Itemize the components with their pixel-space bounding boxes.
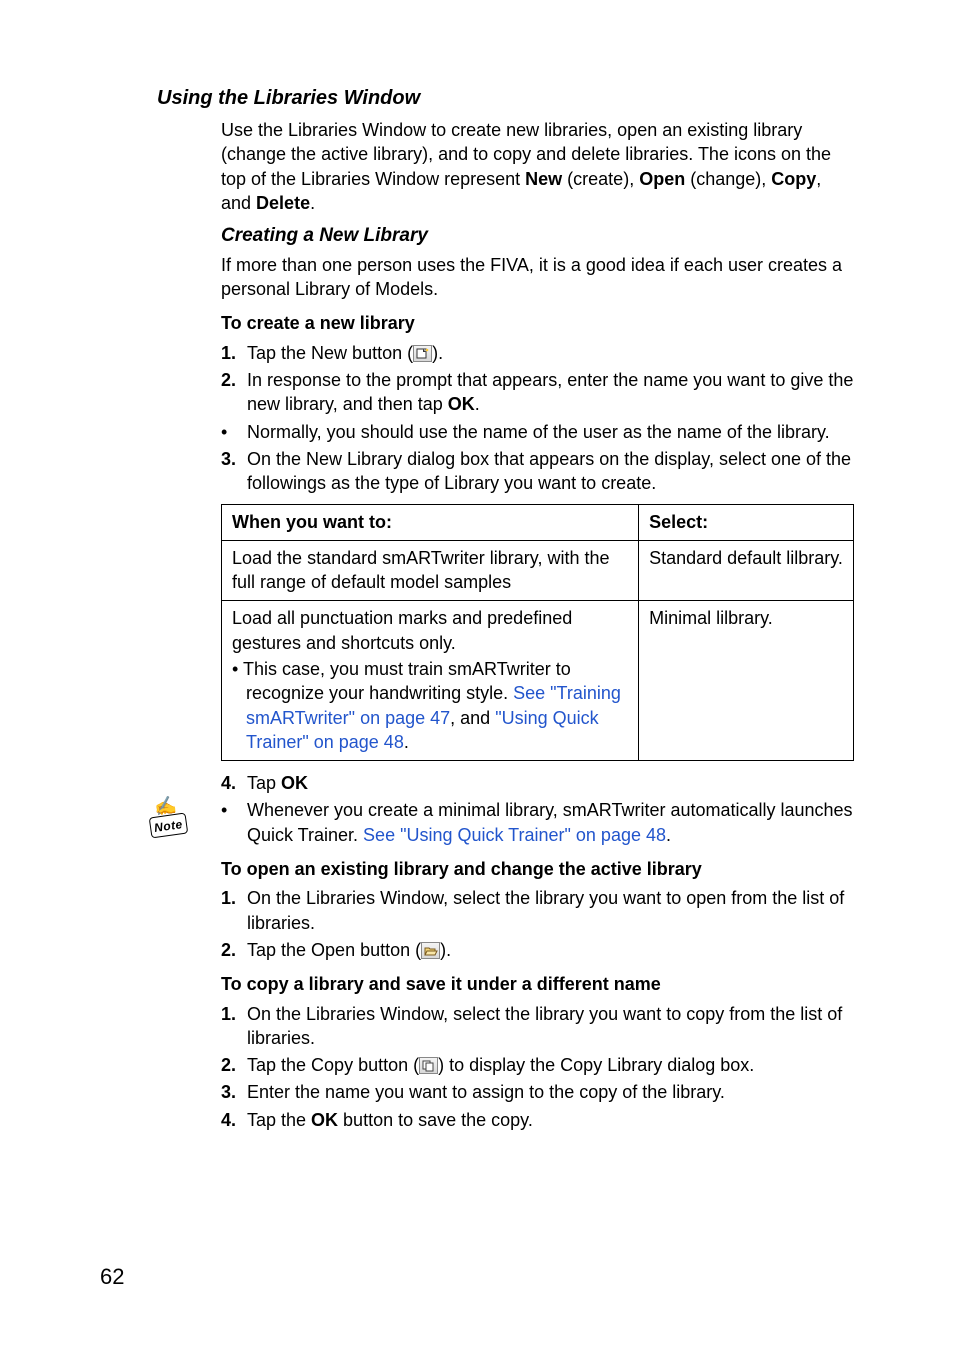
step-body: Tap the OK button to save the copy. xyxy=(247,1108,854,1132)
step-body: In response to the prompt that appears, … xyxy=(247,368,854,417)
list-item: • Whenever you create a minimal library,… xyxy=(221,798,854,847)
step-text: Tap the New button ( xyxy=(247,343,413,363)
step-text: ) to display the Copy Library dialog box… xyxy=(438,1055,754,1075)
bullet: • xyxy=(221,420,247,444)
step-number: 2. xyxy=(221,1053,247,1077)
list-item: 4. Tap the OK button to save the copy. xyxy=(221,1108,854,1132)
library-type-table: When you want to: Select: Load the stand… xyxy=(221,504,854,762)
heading-creating-library: Creating a New Library xyxy=(221,223,854,249)
step-text: Tap the Copy button ( xyxy=(247,1055,419,1075)
table-header: Select: xyxy=(639,504,854,540)
step-text: ). xyxy=(440,940,451,960)
table-cell: Standard default lilbrary. xyxy=(639,540,854,601)
heading-to-open: To open an existing library and change t… xyxy=(221,857,854,881)
step-body: On the Libraries Window, select the libr… xyxy=(247,1002,854,1051)
step-number: 4. xyxy=(221,1108,247,1132)
step-body: Normally, you should use the name of the… xyxy=(247,420,854,444)
step-number: 1. xyxy=(221,341,247,365)
bold-copy: Copy xyxy=(771,169,816,189)
heading-using-libraries: Using the Libraries Window xyxy=(157,85,854,112)
step-body: On the New Library dialog box that appea… xyxy=(247,447,854,496)
cell-subline: • This case, you must train smARTwriter … xyxy=(232,657,628,754)
list-item: 2. Tap the Open button (). xyxy=(221,938,854,962)
link-quick-trainer[interactable]: See "Using Quick Trainer" on page 48 xyxy=(363,825,666,845)
note-badge: ✍ Note xyxy=(150,792,210,837)
bold-new: New xyxy=(525,169,562,189)
cell-text: , and xyxy=(450,708,495,728)
table-row: Load all punctuation marks and predefine… xyxy=(222,601,854,761)
copy-icon xyxy=(419,1057,438,1074)
open-icon xyxy=(421,942,440,959)
list-item: 2. In response to the prompt that appear… xyxy=(221,368,854,417)
table-cell: Load all punctuation marks and predefine… xyxy=(222,601,639,761)
list-item: 4. Tap OK xyxy=(221,771,854,795)
step-number: 1. xyxy=(221,886,247,935)
step-body: Tap the Open button (). xyxy=(247,938,854,962)
step-text: Tap xyxy=(247,773,281,793)
create-intro: If more than one person uses the FIVA, i… xyxy=(221,253,854,302)
bold-open: Open xyxy=(639,169,685,189)
bold-ok: OK xyxy=(448,394,475,414)
step-number: 1. xyxy=(221,1002,247,1051)
step-body: On the Libraries Window, select the libr… xyxy=(247,886,854,935)
intro-paragraph: Use the Libraries Window to create new l… xyxy=(221,118,854,215)
step-text: Tap the Open button ( xyxy=(247,940,421,960)
table-cell: Load the standard smARTwriter library, w… xyxy=(222,540,639,601)
table-header: When you want to: xyxy=(222,504,639,540)
cell-text: . xyxy=(404,732,409,752)
step-text: In response to the prompt that appears, … xyxy=(247,370,853,414)
intro-text: . xyxy=(310,193,315,213)
heading-to-copy: To copy a library and save it under a di… xyxy=(221,972,854,996)
intro-text: (create), xyxy=(562,169,639,189)
step-number: 3. xyxy=(221,447,247,496)
cell-line: Load all punctuation marks and predefine… xyxy=(232,606,628,655)
step-text: button to save the copy. xyxy=(338,1110,533,1130)
intro-text: (change), xyxy=(685,169,771,189)
step-number: 3. xyxy=(221,1080,247,1104)
list-item: 1. On the Libraries Window, select the l… xyxy=(221,1002,854,1051)
step-body: Tap OK xyxy=(247,771,854,795)
step-body: Tap the Copy button ( ) to display the Co… xyxy=(247,1053,854,1077)
step-number: 4. xyxy=(221,771,247,795)
list-item: 1. On the Libraries Window, select the l… xyxy=(221,886,854,935)
list-item: 3. On the New Library dialog box that ap… xyxy=(221,447,854,496)
list-item: 3. Enter the name you want to assign to … xyxy=(221,1080,854,1104)
step-body: Tap the New button (). xyxy=(247,341,854,365)
page-number: 62 xyxy=(100,1262,124,1292)
list-item: 2. Tap the Copy button ( ) to display the… xyxy=(221,1053,854,1077)
step-text: Tap the xyxy=(247,1110,311,1130)
new-icon xyxy=(413,345,432,362)
step-body: Whenever you create a minimal library, s… xyxy=(247,798,854,847)
table-row: Load the standard smARTwriter library, w… xyxy=(222,540,854,601)
page-content: Using the Libraries Window Use the Libra… xyxy=(221,85,854,1132)
table-cell: Minimal lilbrary. xyxy=(639,601,854,761)
step-text: . xyxy=(666,825,671,845)
bullet: • xyxy=(221,798,247,847)
note-label: Note xyxy=(149,813,188,839)
step-text: ). xyxy=(432,343,443,363)
step-number: 2. xyxy=(221,938,247,962)
step-text: . xyxy=(475,394,480,414)
list-item: 1. Tap the New button (). xyxy=(221,341,854,365)
step-number: 2. xyxy=(221,368,247,417)
bold-ok: OK xyxy=(281,773,308,793)
list-item: • Normally, you should use the name of t… xyxy=(221,420,854,444)
step-body: Enter the name you want to assign to the… xyxy=(247,1080,854,1104)
bold-ok: OK xyxy=(311,1110,338,1130)
heading-to-create: To create a new library xyxy=(221,311,854,335)
bold-delete: Delete xyxy=(256,193,310,213)
